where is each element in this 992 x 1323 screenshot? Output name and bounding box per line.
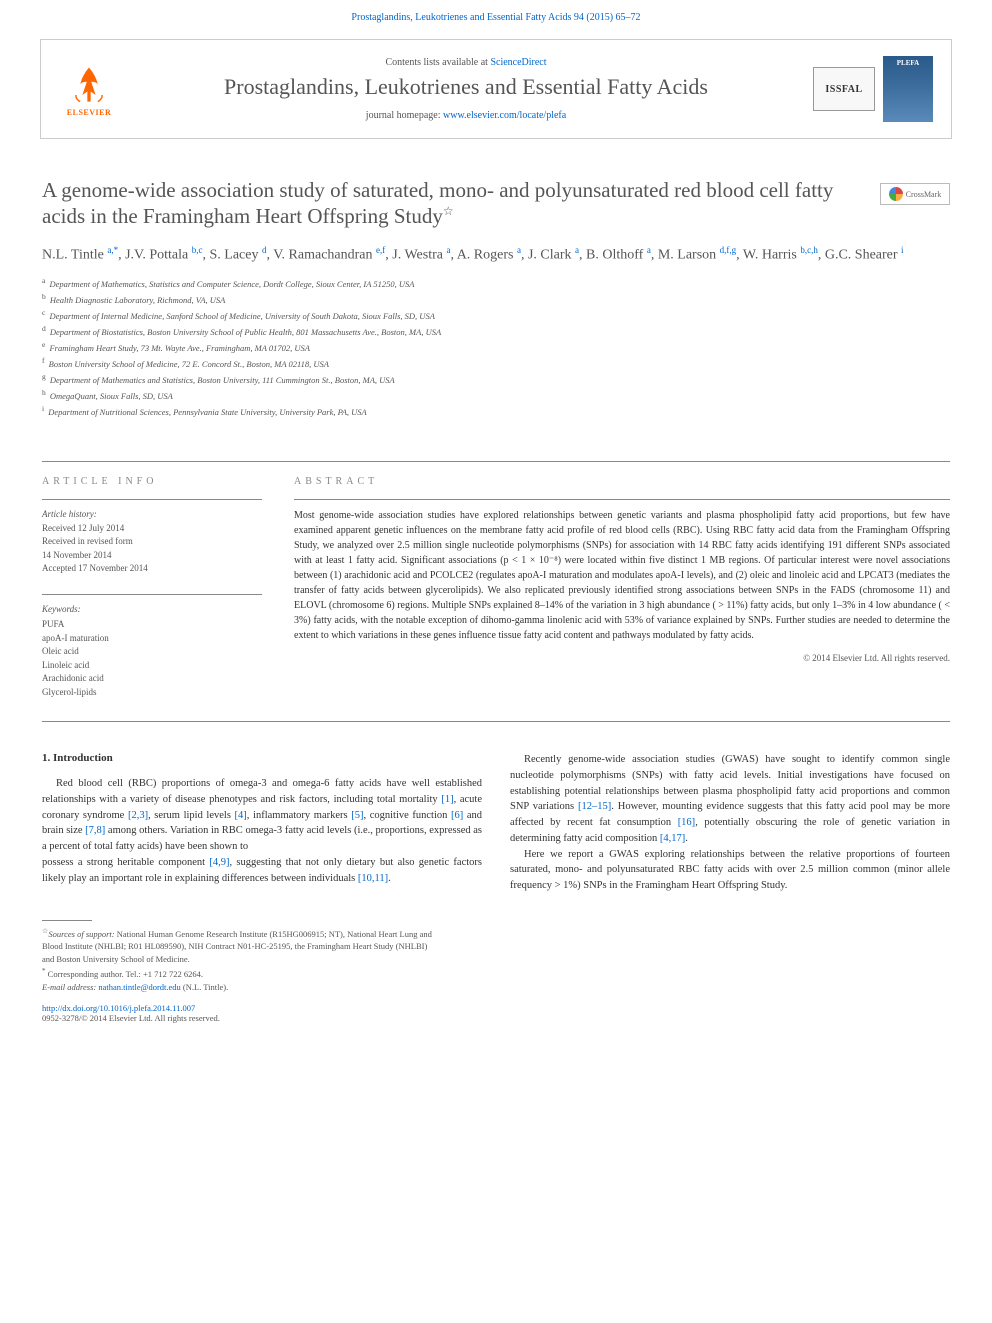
footnote-corresponding: * Corresponding author. Tel.: +1 712 722… bbox=[42, 966, 434, 981]
doi-link[interactable]: http://dx.doi.org/10.1016/j.plefa.2014.1… bbox=[42, 1003, 195, 1013]
affiliation-item: e Framingham Heart Study, 73 Mt. Wayte A… bbox=[42, 339, 950, 355]
journal-name: Prostaglandins, Leukotrienes and Essenti… bbox=[131, 74, 801, 99]
author-list: N.L. Tintle a,*, J.V. Pottala b,c, S. La… bbox=[42, 244, 950, 266]
header-logos-right: ISSFAL bbox=[813, 56, 933, 122]
keywords-label: Keywords: bbox=[42, 603, 262, 617]
body-para-2: possess a strong heritable component [4,… bbox=[42, 855, 482, 887]
affiliation-item: g Department of Mathematics and Statisti… bbox=[42, 371, 950, 387]
title-text: A genome-wide association study of satur… bbox=[42, 178, 833, 228]
crossmark-icon bbox=[889, 187, 903, 201]
article-history: Article history: Received 12 July 2014Re… bbox=[42, 499, 262, 576]
email-link[interactable]: nathan.tintle@dordt.edu bbox=[98, 982, 180, 992]
keyword-item: Oleic acid bbox=[42, 645, 262, 659]
body-para-4: Here we report a GWAS exploring relation… bbox=[510, 847, 950, 894]
keyword-item: Arachidonic acid bbox=[42, 672, 262, 686]
introduction-heading: 1. Introduction bbox=[42, 752, 482, 764]
keywords-block: Keywords: PUFAapoA-I maturationOleic aci… bbox=[42, 594, 262, 700]
keyword-item: apoA-I maturation bbox=[42, 632, 262, 646]
contents-prefix: Contents lists available at bbox=[385, 57, 490, 68]
history-line: Received in revised form bbox=[42, 535, 262, 549]
affiliation-item: f Boston University School of Medicine, … bbox=[42, 355, 950, 371]
title-row: A genome-wide association study of satur… bbox=[42, 177, 950, 230]
keywords-list: PUFAapoA-I maturationOleic acidLinoleic … bbox=[42, 618, 262, 699]
footnote-support: ☆Sources of support: National Human Geno… bbox=[42, 926, 434, 966]
history-line: Accepted 17 November 2014 bbox=[42, 562, 262, 576]
homepage-link[interactable]: www.elsevier.com/locate/plefa bbox=[443, 110, 566, 121]
issfal-logo: ISSFAL bbox=[813, 67, 875, 111]
homepage-prefix: journal homepage: bbox=[366, 110, 443, 121]
affiliation-item: b Health Diagnostic Laboratory, Richmond… bbox=[42, 291, 950, 307]
elsevier-tree-icon bbox=[67, 62, 111, 106]
section-divider bbox=[42, 461, 950, 462]
article-info-column: article info Article history: Received 1… bbox=[42, 476, 262, 699]
contents-line: Contents lists available at ScienceDirec… bbox=[131, 57, 801, 68]
header-center: Contents lists available at ScienceDirec… bbox=[131, 57, 801, 120]
article-front-matter: A genome-wide association study of satur… bbox=[0, 147, 992, 439]
footnotes: ☆Sources of support: National Human Geno… bbox=[0, 920, 476, 993]
abstract-column: abstract Most genome-wide association st… bbox=[294, 476, 950, 699]
title-footnote-marker: ☆ bbox=[443, 204, 454, 218]
abstract-text: Most genome-wide association studies hav… bbox=[294, 499, 950, 643]
homepage-line: journal homepage: www.elsevier.com/locat… bbox=[131, 110, 801, 121]
affiliation-item: i Department of Nutritional Sciences, Pe… bbox=[42, 403, 950, 419]
crossmark-label: CrossMark bbox=[906, 190, 942, 199]
body-para-1: Red blood cell (RBC) proportions of omeg… bbox=[42, 776, 482, 855]
sciencedirect-link[interactable]: ScienceDirect bbox=[490, 57, 546, 68]
crossmark-badge[interactable]: CrossMark bbox=[880, 183, 950, 205]
citation-link[interactable]: Prostaglandins, Leukotrienes and Essenti… bbox=[351, 12, 640, 23]
article-body: 1. Introduction Red blood cell (RBC) pro… bbox=[0, 752, 992, 894]
affiliation-item: c Department of Internal Medicine, Sanfo… bbox=[42, 307, 950, 323]
footnote-divider bbox=[42, 920, 92, 921]
email-suffix: (N.L. Tintle). bbox=[181, 982, 228, 992]
elsevier-logo: ELSEVIER bbox=[59, 54, 119, 124]
top-citation-bar: Prostaglandins, Leukotrienes and Essenti… bbox=[0, 0, 992, 31]
keyword-item: PUFA bbox=[42, 618, 262, 632]
abstract-copyright: © 2014 Elsevier Ltd. All rights reserved… bbox=[294, 653, 950, 663]
affiliation-item: h OmegaQuant, Sioux Falls, SD, USA bbox=[42, 387, 950, 403]
history-lines: Received 12 July 2014Received in revised… bbox=[42, 522, 262, 576]
history-label: Article history: bbox=[42, 508, 262, 522]
keyword-item: Linoleic acid bbox=[42, 659, 262, 673]
keyword-item: Glycerol-lipids bbox=[42, 686, 262, 700]
elsevier-label: ELSEVIER bbox=[67, 108, 111, 117]
plefa-cover-thumbnail bbox=[883, 56, 933, 122]
article-info-label: article info bbox=[42, 476, 262, 487]
affiliation-item: d Department of Biostatistics, Boston Un… bbox=[42, 323, 950, 339]
history-line: 14 November 2014 bbox=[42, 549, 262, 563]
journal-header: ELSEVIER Contents lists available at Sci… bbox=[40, 39, 952, 139]
affiliation-list: a Department of Mathematics, Statistics … bbox=[42, 275, 950, 419]
abstract-label: abstract bbox=[294, 476, 950, 487]
info-abstract-row: article info Article history: Received 1… bbox=[0, 476, 992, 699]
section-divider-2 bbox=[42, 721, 950, 722]
article-title: A genome-wide association study of satur… bbox=[42, 177, 864, 230]
issn-copyright: 0952-3278/© 2014 Elsevier Ltd. All right… bbox=[42, 1013, 220, 1023]
body-para-3: Recently genome-wide association studies… bbox=[510, 752, 950, 847]
affiliation-item: a Department of Mathematics, Statistics … bbox=[42, 275, 950, 291]
page-footer: http://dx.doi.org/10.1016/j.plefa.2014.1… bbox=[0, 993, 992, 1043]
history-line: Received 12 July 2014 bbox=[42, 522, 262, 536]
footnote-email: E-mail address: nathan.tintle@dordt.edu … bbox=[42, 981, 434, 994]
email-label: E-mail address: bbox=[42, 982, 98, 992]
